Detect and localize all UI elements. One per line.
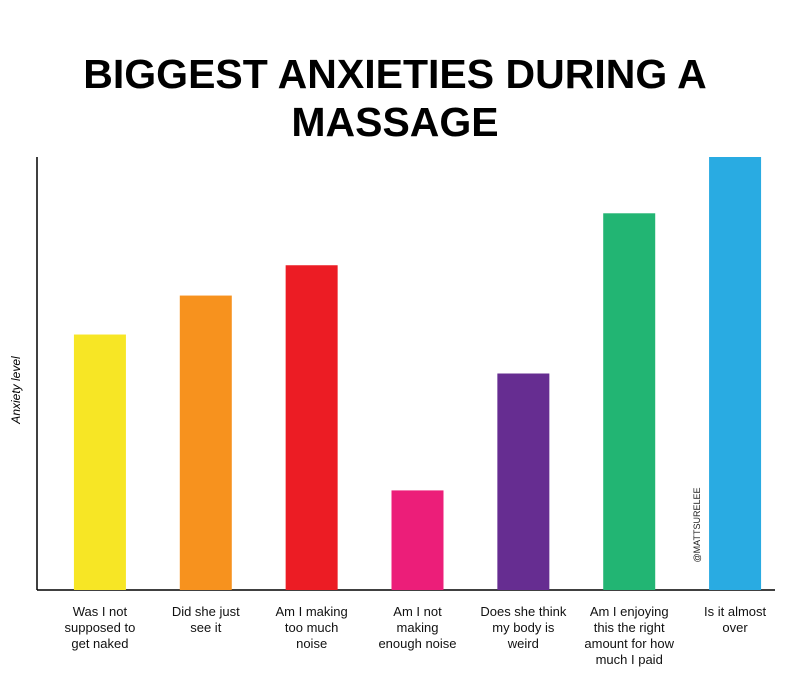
bar [709, 157, 762, 590]
bar [73, 334, 126, 590]
x-tick-label: Did she just see it [171, 604, 240, 635]
y-axis-label: Anxiety level [9, 356, 23, 425]
bar [179, 295, 232, 590]
x-tick-label: Am I making too much noise [275, 604, 348, 651]
chart-title: BIGGEST ANXIETIES DURING A MASSAGE [83, 51, 707, 145]
watermark: @MATTSURELEE [692, 488, 702, 563]
x-tick-label: Does she think my body is weird [480, 604, 567, 651]
x-tick-label: Am I not making enough noise [378, 604, 457, 651]
x-tick-label: Am I enjoying this the right amount for … [584, 604, 674, 667]
bar [391, 490, 444, 590]
x-tick-label: Is it almost over [704, 604, 767, 635]
bar [497, 373, 550, 590]
bar [603, 213, 656, 591]
bar [285, 265, 338, 590]
x-tick-label: Was I not supposed to get naked [64, 604, 136, 651]
